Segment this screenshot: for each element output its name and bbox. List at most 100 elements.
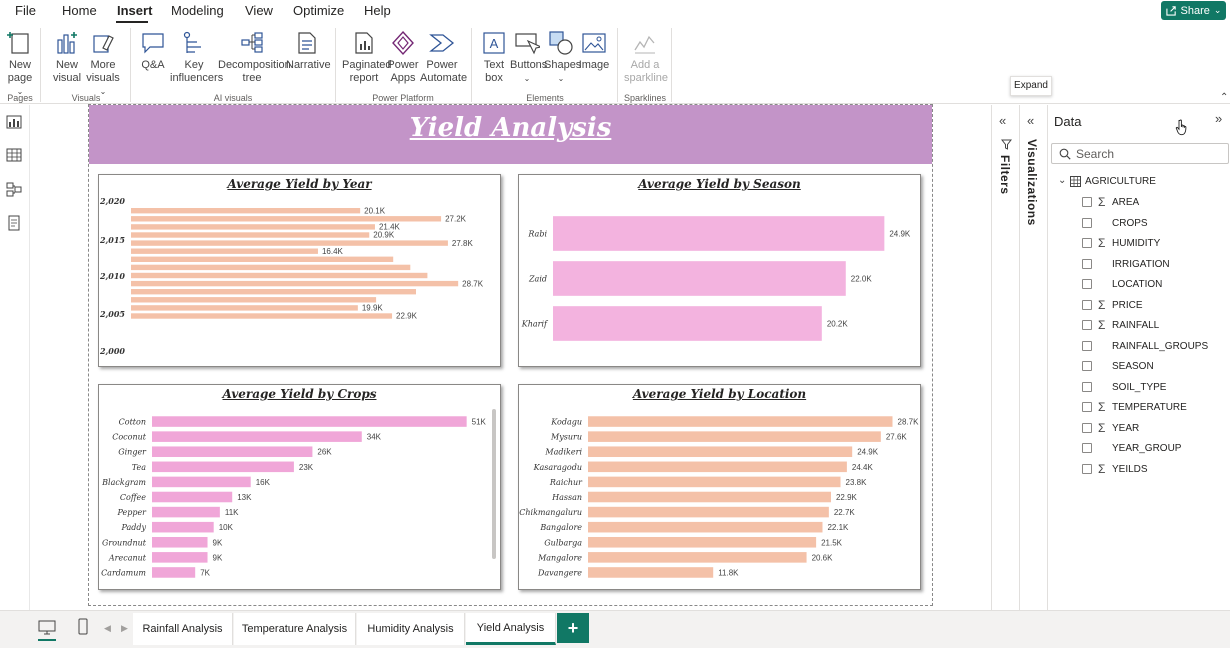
field-item[interactable]: Σ YEAR [1082,421,1222,437]
category-label: Paddy [120,523,146,532]
field-item[interactable]: RAINFALL_GROUPS [1082,339,1222,355]
tab-humidity-analysis[interactable]: Humidity Analysis [357,613,465,645]
field-item[interactable]: CROPS [1082,216,1222,232]
menu-insert[interactable]: Insert [117,3,153,18]
field-checkbox[interactable] [1082,422,1092,433]
field-item[interactable]: Σ AREA [1082,195,1222,211]
collapse-filters-icon[interactable]: « [999,113,1007,128]
visual-yield-by-location[interactable]: Average Yield by Location Kodagu 28.7K Mys… [518,384,921,590]
filters-pane[interactable]: « Filters [991,105,1019,610]
model-view-icon[interactable] [6,181,22,197]
data-label: 24.9K [889,230,911,239]
menu-file[interactable]: File [15,3,36,18]
report-view-icon[interactable] [6,114,22,130]
chevron-down-icon[interactable]: ⌄ [1058,175,1067,186]
field-name: RAINFALL_GROUPS [1112,340,1209,352]
category-label: Chikmangaluru [519,508,582,517]
tab-temperature-analysis[interactable]: Temperature Analysis [234,613,356,645]
bar [131,224,375,230]
collapse-ribbon-icon[interactable]: ⌃ [1220,92,1229,103]
key-influencers-button[interactable]: Key influencers [170,30,223,85]
field-checkbox[interactable] [1082,381,1092,392]
visual-yield-by-year[interactable]: Average Yield by Year 2,020 2,015 2,010 2,0… [98,174,501,367]
dax-query-view-icon[interactable] [6,215,22,231]
field-item[interactable]: SOIL_TYPE [1082,380,1222,396]
field-checkbox[interactable] [1082,299,1092,310]
field-item[interactable]: Σ RAINFALL [1082,318,1222,334]
buttons-button[interactable]: Buttons ⌄ [510,30,547,85]
shapes-button[interactable]: Shapes ⌄ [544,30,581,85]
axis-tick-label: 2,020 [99,196,125,206]
menu-modeling[interactable]: Modeling [171,3,224,18]
field-checkbox[interactable] [1082,443,1092,453]
power-apps-button[interactable]: Power Apps [386,30,420,85]
prev-page-icon[interactable]: ◀ [104,623,111,633]
data-search-box[interactable] [1051,143,1229,164]
add-sparkline-button[interactable]: Add a sparkline [624,30,668,85]
field-checkbox[interactable] [1082,402,1092,412]
field-checkbox[interactable] [1082,463,1092,474]
field-item[interactable]: Σ TEMPERATURE [1082,400,1222,416]
field-checkbox[interactable] [1082,340,1092,351]
menu-help[interactable]: Help [364,3,391,18]
sigma-icon: Σ [1098,297,1106,312]
share-button[interactable]: Share ⌄ [1161,1,1226,20]
desktop-layout-icon[interactable] [38,620,56,635]
category-label: Zaid [528,275,547,284]
field-item[interactable]: Σ PRICE [1082,298,1222,314]
field-checkbox[interactable] [1082,279,1092,289]
tab-rainfall-analysis[interactable]: Rainfall Analysis [133,613,233,645]
field-item[interactable]: LOCATION [1082,277,1222,293]
field-checkbox[interactable] [1082,320,1092,330]
bar [553,306,822,341]
text-box-button[interactable]: A Text box [478,30,510,85]
field-checkbox[interactable] [1082,361,1092,371]
visualizations-pane[interactable]: « Visualizations [1019,105,1047,610]
collapse-data-icon[interactable]: » [1215,111,1223,126]
next-page-icon[interactable]: ▶ [121,623,128,633]
field-name: YEAR [1112,422,1140,434]
narrative-button[interactable]: Narrative [286,30,331,72]
mobile-layout-icon[interactable] [78,618,88,635]
image-button[interactable]: Image [578,30,610,72]
menu-optimize[interactable]: Optimize [293,3,345,18]
tab-yield-analysis[interactable]: Yield Analysis [466,613,556,645]
menu-home[interactable]: Home [62,3,97,18]
field-item[interactable]: Σ HUMIDITY [1082,236,1222,252]
field-item[interactable]: Σ YEILDS [1082,462,1222,478]
field-checkbox[interactable] [1082,238,1092,248]
field-checkbox[interactable] [1082,197,1092,207]
text-box-icon: A [483,32,505,54]
field-item[interactable]: YEAR_GROUP [1082,441,1222,457]
visual-yield-by-crops[interactable]: Average Yield by Crops Cotton 51K Coconut 3… [98,384,501,590]
category-label: Arecanut [108,553,147,562]
field-name: SOIL_TYPE [1112,381,1167,393]
visual-yield-by-season[interactable]: Average Yield by Season Rabi 24.9K Zaid 22.… [518,174,921,367]
more-visuals-button[interactable]: More visuals ⌄ [84,30,122,98]
new-visual-button[interactable]: New visual [50,30,84,85]
bar [152,476,251,488]
field-checkbox[interactable] [1082,217,1092,228]
table-icon [1070,176,1081,187]
new-page-button[interactable]: New page ⌄ [5,30,35,98]
qa-button[interactable]: Q&A [138,30,168,72]
paginated-report-button[interactable]: Paginated report [342,30,392,85]
sigma-icon: Σ [1098,461,1106,476]
search-input[interactable] [1076,146,1224,161]
field-item[interactable]: SEASON [1082,359,1222,375]
more-visuals-icon [93,35,114,53]
expand-visualizations-icon[interactable]: « [1027,113,1035,128]
decomposition-tree-button[interactable]: Decomposition tree [218,30,291,85]
table-view-icon[interactable] [6,147,22,163]
field-checkbox[interactable] [1082,258,1092,269]
field-item[interactable]: IRRIGATION [1082,257,1222,273]
menu-view[interactable]: View [245,3,273,18]
add-page-button[interactable]: + [557,613,589,643]
new-visual-label: New visual [52,59,82,84]
table-agriculture[interactable]: ⌄ AGRICULTURE [1058,175,1218,189]
bar [152,567,196,578]
scrollbar[interactable] [492,409,496,559]
power-automate-button[interactable]: Power Automate [420,30,467,85]
page-tab-bar: ◀ ▶ Rainfall Analysis Temperature Analys… [0,610,1230,648]
data-label: 28.7K [462,279,484,288]
